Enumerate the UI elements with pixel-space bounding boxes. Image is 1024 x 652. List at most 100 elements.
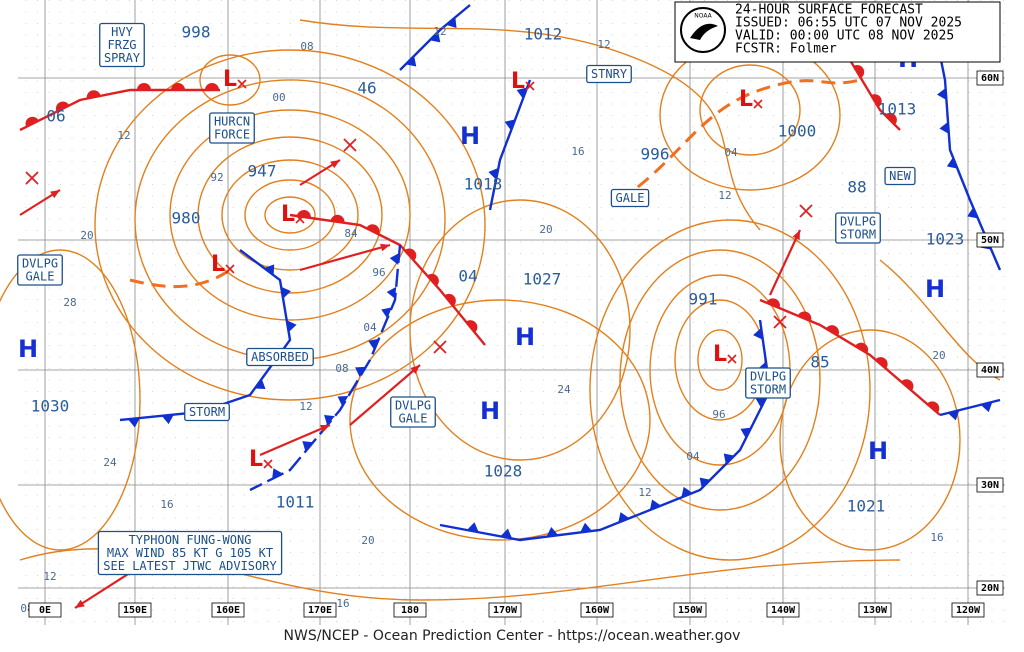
isobar-label: 84 (344, 227, 358, 240)
central-pressure: 998 (182, 23, 211, 42)
header-line: ISSUED: 06:55 UTC 07 NOV 2025 (735, 16, 962, 31)
lon-box (858, 602, 892, 618)
lat-label: 30N (981, 480, 999, 491)
isobar (199, 54, 261, 106)
isobar (299, 19, 761, 231)
central-pressure: 1018 (464, 175, 503, 194)
isobar (264, 196, 316, 234)
warning-label: ABSORBED (251, 350, 309, 364)
isobar-label: 00 (272, 91, 285, 104)
front-symbol (740, 427, 752, 439)
front-symbol (967, 207, 978, 219)
pressure-center: L (249, 447, 263, 472)
front-symbol (137, 83, 151, 90)
isobar-label: 12 (299, 400, 312, 413)
warning-box (586, 64, 632, 84)
isobar-label: 12 (638, 486, 651, 499)
warning-label: HURCN (214, 115, 250, 129)
front (759, 298, 941, 416)
lon-box (393, 602, 427, 618)
warning-label: MAX WIND 85 KT G 105 KT (107, 546, 273, 560)
low-x (295, 214, 305, 224)
front-symbol (884, 112, 897, 125)
front-symbol (723, 453, 735, 465)
front-symbol (853, 65, 865, 79)
front-symbol (939, 121, 949, 134)
front-symbol (86, 90, 101, 99)
low-x (263, 459, 273, 469)
lon-box (951, 602, 985, 618)
isobar (699, 64, 801, 156)
isobar-label: 24 (557, 383, 571, 396)
isobar-label: 12 (43, 570, 56, 583)
isobar-label: 12 (718, 189, 731, 202)
isobar (134, 79, 446, 361)
low-x (225, 264, 235, 274)
isobar-label: 92 (210, 171, 223, 184)
lon-label: 140W (771, 605, 796, 616)
warning-box (390, 396, 436, 428)
isobar (349, 299, 651, 541)
arrow-head (320, 425, 330, 433)
header-line: VALID: 00:00 UTC 08 NOV 2025 (735, 29, 954, 44)
lon-box (118, 602, 152, 618)
front-symbol (127, 418, 140, 428)
lat-box (976, 232, 1004, 248)
front-symbol (980, 401, 993, 413)
warning-label: STORM (750, 383, 786, 397)
central-pressure: 980 (172, 209, 201, 228)
front-symbol (389, 252, 400, 265)
front-symbol (766, 298, 780, 309)
front-symbol (580, 522, 593, 533)
lon-label: 180 (401, 605, 419, 616)
central-pressure: 1021 (847, 497, 886, 516)
isobar (779, 329, 961, 551)
warning-label: SEE LATEST JTWC ADVISORY (103, 559, 277, 573)
front-symbol (504, 119, 516, 131)
pressure-center: L (511, 69, 525, 94)
trough (129, 268, 231, 288)
pressure-center: H (480, 397, 500, 425)
isobar-label: 20 (80, 229, 93, 242)
front-symbol (444, 293, 456, 307)
lat-box (976, 70, 1004, 86)
pressure-center: H (18, 335, 38, 363)
warning-label: SPRAY (104, 51, 141, 65)
logo-bird (690, 23, 718, 40)
isobar-label: 16 (160, 498, 173, 511)
front-symbol (281, 286, 291, 299)
front-symbol (171, 83, 185, 90)
lon-box (28, 602, 62, 618)
central-pressure: 947 (248, 162, 277, 181)
front-symbol (755, 397, 767, 408)
lon-box (211, 602, 245, 618)
front-symbol (427, 273, 439, 287)
lat-box (976, 362, 1004, 378)
lon-box (766, 602, 800, 618)
front-symbol (855, 342, 869, 354)
pressure-center: H (515, 323, 535, 351)
forecast-x (799, 204, 813, 218)
front-symbol (649, 499, 662, 511)
front-symbol (366, 224, 380, 235)
forecast-x (433, 340, 447, 354)
front-symbol (797, 311, 812, 322)
central-pressure: 1011 (276, 493, 315, 512)
front-symbol (699, 477, 711, 489)
isobar-label: 24 (103, 456, 117, 469)
trough (619, 78, 861, 202)
front-symbol (381, 307, 392, 319)
front-symbol (926, 401, 940, 413)
front-symbol (618, 512, 630, 523)
front-symbol (875, 357, 888, 369)
isobar-label: 96 (372, 266, 385, 279)
warning-box (246, 347, 314, 367)
central-pressure: 1023 (926, 230, 965, 249)
lat-label: 50N (981, 235, 999, 246)
lat-label: 40N (981, 365, 999, 376)
front-symbol (546, 527, 559, 537)
warning-label: HVY (111, 25, 133, 39)
warning-label: NEW (889, 169, 911, 183)
warning-label: FRZG (108, 38, 137, 52)
front-symbol (386, 286, 397, 299)
